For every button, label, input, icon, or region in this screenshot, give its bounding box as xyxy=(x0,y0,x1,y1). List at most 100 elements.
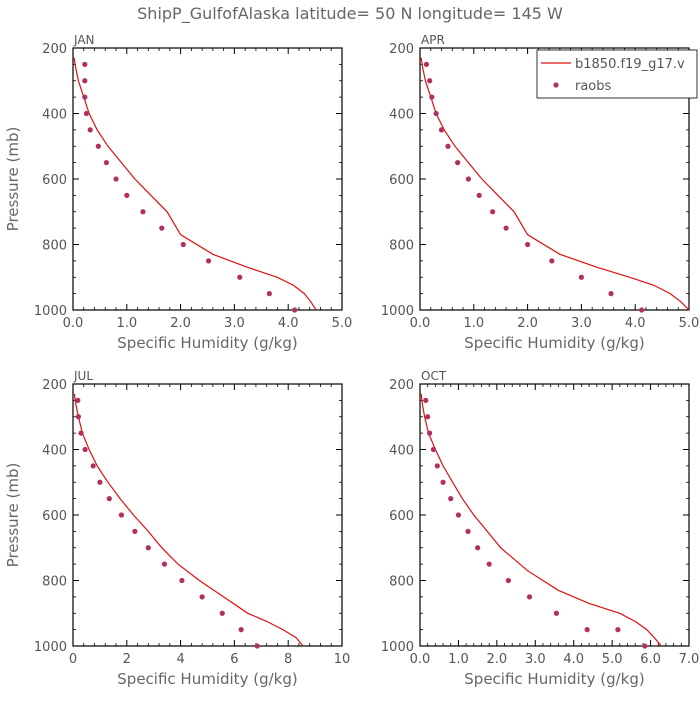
data-point-raobs xyxy=(427,78,433,84)
y-tick-label: 200 xyxy=(389,378,414,393)
legend-label-raobs: raobs xyxy=(575,79,612,94)
plot-frame xyxy=(72,47,343,311)
data-point-raobs xyxy=(82,78,88,84)
x-tick-label: 5.0 xyxy=(332,316,353,331)
x-axis-title: Specific Humidity (g/kg) xyxy=(117,670,297,688)
data-point-raobs xyxy=(82,94,88,100)
data-point-raobs xyxy=(292,307,298,313)
x-tick-label: 3.0 xyxy=(525,652,546,667)
data-point-raobs xyxy=(90,463,96,469)
data-point-raobs xyxy=(78,430,84,436)
data-point-raobs xyxy=(423,397,429,403)
data-point-raobs xyxy=(465,176,472,182)
x-axis-title: Specific Humidity (g/kg) xyxy=(464,334,644,352)
data-point-raobs xyxy=(219,610,225,616)
data-point-raobs xyxy=(83,110,90,117)
y-axis-title: Pressure (mb) xyxy=(4,463,22,568)
y-tick-label: 800 xyxy=(389,239,414,254)
data-point-raobs xyxy=(455,512,462,518)
data-point-raobs xyxy=(423,61,430,67)
panel-label: OCT xyxy=(421,369,447,383)
data-point-raobs xyxy=(434,463,440,469)
plot-frame xyxy=(72,383,343,647)
data-point-raobs xyxy=(429,94,435,100)
data-point-raobs xyxy=(159,225,165,231)
data-point-raobs xyxy=(75,414,81,420)
data-point-raobs xyxy=(254,643,260,649)
data-point-raobs xyxy=(103,160,109,166)
data-point-raobs xyxy=(465,528,471,534)
data-point-raobs xyxy=(124,192,130,198)
data-point-raobs xyxy=(578,274,585,280)
data-point-raobs xyxy=(584,627,590,633)
y-tick-label: 400 xyxy=(389,108,414,123)
data-point-raobs xyxy=(97,479,103,485)
x-tick-label: 5.0 xyxy=(679,316,700,331)
data-point-raobs xyxy=(476,192,482,198)
x-axis-title: Specific Humidity (g/kg) xyxy=(464,670,644,688)
data-point-raobs xyxy=(486,561,492,567)
y-tick-label: 800 xyxy=(42,575,67,590)
data-point-raobs xyxy=(106,496,112,502)
y-tick-label: 200 xyxy=(389,42,414,57)
x-tick-label: 8 xyxy=(284,652,292,667)
y-tick-label: 200 xyxy=(42,42,67,57)
x-tick-label: 1.0 xyxy=(448,652,469,667)
data-point-raobs xyxy=(82,61,88,67)
x-tick-label: 2.0 xyxy=(170,316,191,331)
data-point-raobs xyxy=(505,577,511,584)
legend-box xyxy=(536,49,698,99)
data-point-raobs xyxy=(642,643,648,649)
y-tick-label: 400 xyxy=(42,108,67,123)
data-point-raobs xyxy=(448,496,454,502)
x-tick-label: 0.0 xyxy=(63,316,84,331)
y-tick-label: 200 xyxy=(42,378,67,393)
x-tick-label: 6.0 xyxy=(640,652,661,667)
panels: 0.0 1.0 2.0 3.0 4.0 5.0 200 400 600 800 1000 Specif… xyxy=(4,33,699,688)
data-point-raobs xyxy=(475,545,481,551)
data-point-raobs xyxy=(425,414,431,420)
data-point-raobs xyxy=(113,176,119,182)
data-point-raobs xyxy=(180,241,186,248)
x-tick-label: 4.0 xyxy=(278,316,299,331)
data-point-raobs xyxy=(75,397,81,403)
y-tick-label: 800 xyxy=(389,575,414,590)
data-point-raobs xyxy=(445,143,451,149)
data-point-raobs xyxy=(179,577,185,584)
x-tick-label: 4 xyxy=(176,652,184,667)
data-point-raobs xyxy=(132,528,138,534)
y-tick-label: 600 xyxy=(42,509,67,524)
data-point-raobs xyxy=(440,479,446,485)
data-point-raobs xyxy=(490,209,496,215)
panel-label: JUL xyxy=(73,369,93,383)
panel-oct: 0.0 1.0 2.0 3.0 4.0 5.0 6.0 7.0 200 400 600 800 1000… xyxy=(381,369,699,688)
x-tick-label: 5.0 xyxy=(602,652,623,667)
panel-jul: 0 2 4 6 8 10 200 400 600 800 1000 Specific Humidity… xyxy=(4,369,350,688)
panel-apr: 0.0 1.0 2.0 3.0 4.0 5.0 200 400 600 800 1000 Specif… xyxy=(381,33,699,352)
panel-label: JAN xyxy=(73,33,95,47)
y-tick-label: 400 xyxy=(42,444,67,459)
x-tick-label: 4.0 xyxy=(563,652,584,667)
data-point-raobs xyxy=(266,291,272,297)
x-tick-label: 7.0 xyxy=(679,652,700,667)
y-tick-label: 1000 xyxy=(34,304,67,319)
data-point-raobs xyxy=(427,430,433,436)
data-point-raobs xyxy=(430,446,437,453)
y-axis-title: Pressure (mb) xyxy=(4,127,22,232)
x-tick-label: 1.0 xyxy=(463,316,484,331)
data-point-raobs xyxy=(140,209,146,215)
series-line-model xyxy=(420,393,662,646)
data-point-raobs xyxy=(205,258,212,264)
data-point-raobs xyxy=(549,258,555,264)
panel-label: APR xyxy=(421,33,445,47)
data-point-raobs xyxy=(95,143,101,149)
data-point-raobs xyxy=(82,446,88,453)
data-point-raobs xyxy=(199,594,205,600)
data-point-raobs xyxy=(237,274,243,280)
x-tick-label: 1.0 xyxy=(116,316,137,331)
data-point-raobs xyxy=(525,241,531,248)
data-point-raobs xyxy=(639,307,645,313)
data-point-raobs xyxy=(455,160,461,166)
